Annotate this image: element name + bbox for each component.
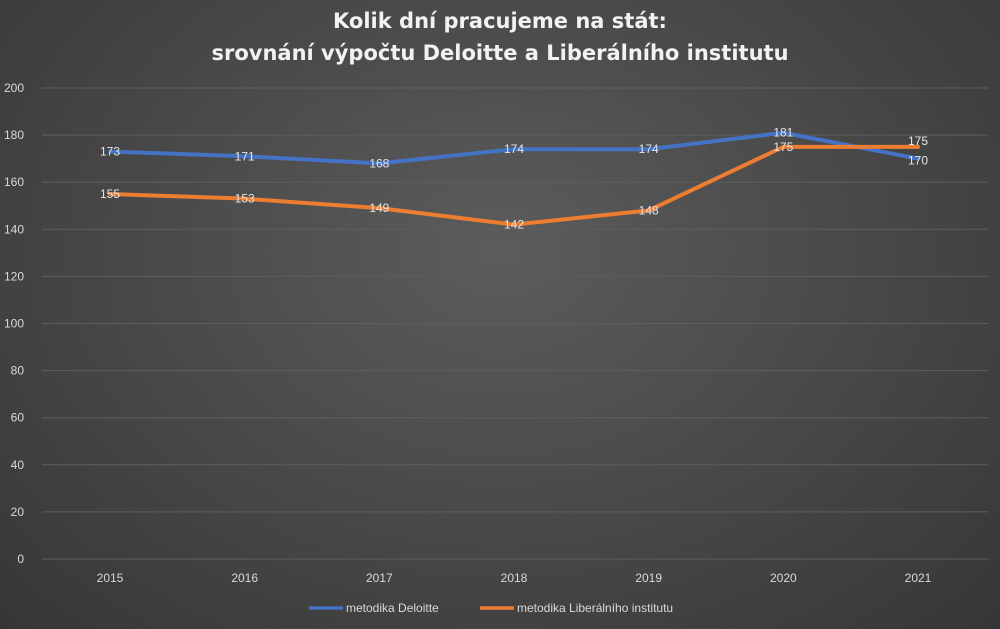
x-tick-label: 2015 [97,571,124,585]
legend-label: metodika Deloitte [346,601,439,615]
data-label: 173 [100,145,120,159]
x-tick-label: 2020 [770,571,797,585]
y-tick-label: 180 [4,128,24,142]
y-tick-label: 140 [4,222,24,236]
data-label: 153 [235,192,255,206]
legend-label: metodika Liberálního institutu [517,601,673,615]
y-tick-label: 100 [4,317,24,331]
y-tick-label: 60 [11,411,25,425]
data-label: 171 [235,149,255,163]
y-tick-label: 120 [4,269,24,283]
x-tick-label: 2018 [501,571,528,585]
x-tick-label: 2019 [635,571,662,585]
data-label: 149 [369,201,389,215]
chart-title: Kolik dní pracujeme na stát: [333,9,667,33]
data-label: 148 [639,203,659,217]
x-tick-label: 2017 [366,571,393,585]
data-label: 174 [504,142,524,156]
chart-subtitle: srovnání výpočtu Deloitte a Liberálního … [211,41,789,65]
y-tick-label: 20 [11,505,25,519]
data-label: 168 [369,156,389,170]
data-label: 155 [100,187,120,201]
data-label: 170 [908,154,928,168]
x-tick-label: 2021 [905,571,932,585]
x-tick-label: 2016 [231,571,258,585]
data-label: 175 [773,140,793,154]
y-tick-label: 160 [4,175,24,189]
y-tick-label: 200 [4,81,24,95]
y-tick-label: 80 [11,364,25,378]
series-line [108,144,920,227]
data-label: 181 [773,126,793,140]
data-label: 142 [504,218,524,232]
y-tick-label: 0 [17,552,24,566]
y-tick-label: 40 [11,458,25,472]
data-label: 174 [639,142,659,156]
data-label: 175 [908,134,928,148]
series-line [108,130,920,166]
